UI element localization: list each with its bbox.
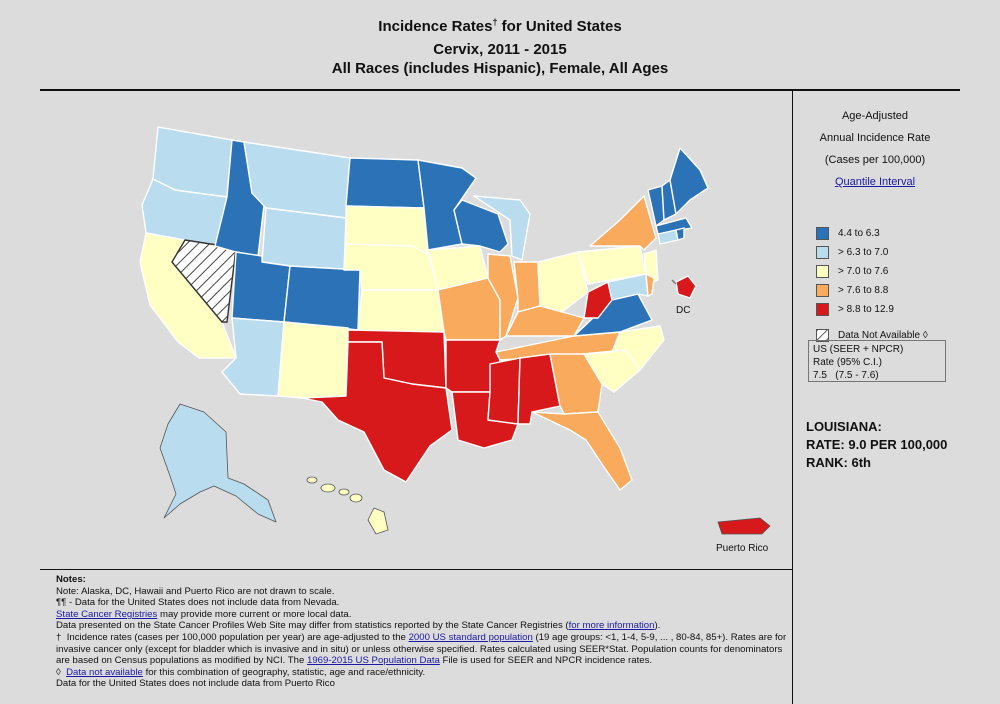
more-information-link[interactable]: for more information — [568, 620, 655, 632]
state-new-york — [589, 195, 657, 251]
title-line-3: All Races (includes Hispanic), Female, A… — [331, 60, 669, 77]
population-data-link[interactable]: 1969-2015 US Population Data — [307, 655, 440, 667]
state-wyoming — [261, 207, 347, 271]
state-colorado — [283, 265, 361, 331]
data-not-available-link[interactable]: Data not available — [66, 666, 143, 678]
state-mississippi — [487, 357, 521, 425]
us-rate-box: US (SEER + NPCR) Rate (95% C.I.) 7.5 (7.… — [808, 340, 946, 382]
note-7: Data for the United States does not incl… — [56, 678, 335, 690]
us-rate-subheading: Rate (95% C.I.) — [813, 357, 882, 368]
state-michigan — [473, 195, 531, 261]
note-1: Note: Alaska, DC, Hawaii and Puerto Rico… — [56, 585, 335, 597]
state-cancer-registries-link[interactable]: State Cancer Registries — [56, 608, 158, 620]
puerto-rico-label: Puerto Rico — [716, 543, 769, 554]
legend-item: 4.4 to 6.3 — [816, 224, 928, 243]
standard-population-link[interactable]: 2000 US standard population — [408, 631, 533, 643]
legend-heading-1: Age-Adjusted — [841, 110, 909, 122]
legend-item: > 6.3 to 7.0 — [816, 243, 928, 262]
hatch-swatch-icon — [816, 329, 829, 342]
state-kansas — [357, 289, 445, 333]
note-3: State Cancer Registries may provide more… — [56, 608, 352, 620]
legend-swatch — [816, 284, 829, 297]
legend-item: > 7.0 to 7.6 — [816, 262, 928, 281]
legend-swatch — [816, 265, 829, 278]
note-6: ◊ Data not available for this combinatio… — [56, 666, 426, 678]
title-line-1: Incidence Rates† for United States — [378, 17, 622, 35]
state-missouri — [437, 277, 501, 341]
state-indiana — [513, 261, 541, 313]
state-maine — [669, 147, 709, 215]
legend-swatch — [816, 227, 829, 240]
state-maryland — [607, 273, 649, 301]
state-delaware — [645, 273, 655, 297]
state-new-mexico — [277, 321, 349, 399]
puerto-rico — [717, 517, 771, 535]
state-dc — [675, 275, 697, 299]
state-illinois — [487, 253, 519, 341]
selected-state-info: LOUISIANA: RATE: 9.0 PER 100,000 RANK: 6… — [806, 418, 947, 472]
us-rate-heading: US (SEER + NPCR) — [813, 344, 904, 355]
legend-swatch — [816, 246, 829, 259]
dc-label: DC — [676, 305, 691, 316]
vertical-divider — [792, 90, 793, 704]
notes-divider — [40, 569, 792, 570]
selected-state-rank: RANK: 6th — [806, 455, 871, 470]
legend-items: 4.4 to 6.3 > 6.3 to 7.0 > 7.0 to 7.6 > 7… — [816, 224, 928, 345]
note-2: ¶¶ - Data for the United States does not… — [56, 597, 340, 609]
state-rhode-island — [675, 227, 685, 241]
legend-heading-3: (Cases per 100,000) — [824, 154, 926, 166]
legend-header: Age-Adjusted Annual Incidence Rate (Case… — [800, 110, 950, 198]
note-5: † Incidence rates (cases per 100,000 pop… — [56, 631, 787, 667]
selected-state-rate: RATE: 9.0 PER 100,000 — [806, 437, 948, 452]
state-wisconsin — [453, 199, 509, 253]
quantile-interval-link[interactable]: Quantile Interval — [834, 176, 916, 188]
notes: Notes: Note: Alaska, DC, Hawaii and Puer… — [56, 574, 791, 690]
us-map — [139, 126, 771, 535]
us-rate-values: 7.5 (7.5 - 7.6) — [813, 370, 879, 381]
top-divider — [40, 89, 960, 91]
state-north-dakota — [345, 157, 425, 209]
notes-heading: Notes: — [56, 574, 86, 585]
legend-heading-2: Annual Incidence Rate — [819, 132, 931, 144]
selected-state-name: LOUISIANA: — [806, 419, 882, 434]
legend-item: > 8.8 to 12.9 — [816, 300, 928, 319]
title-line-2: Cervix, 2011 - 2015 — [433, 41, 567, 58]
state-alaska — [159, 403, 277, 523]
legend-swatch — [816, 303, 829, 316]
state-north-carolina — [583, 325, 665, 371]
state-florida — [531, 411, 633, 491]
state-texas — [301, 341, 453, 483]
state-ohio — [537, 251, 589, 313]
state-massachusetts — [655, 217, 693, 235]
state-hawaii — [306, 476, 389, 535]
note-4: Data presented on the State Cancer Profi… — [56, 620, 661, 632]
legend-item: > 7.6 to 8.8 — [816, 281, 928, 300]
legend-item-na: Data Not Available ◊ — [816, 326, 928, 345]
